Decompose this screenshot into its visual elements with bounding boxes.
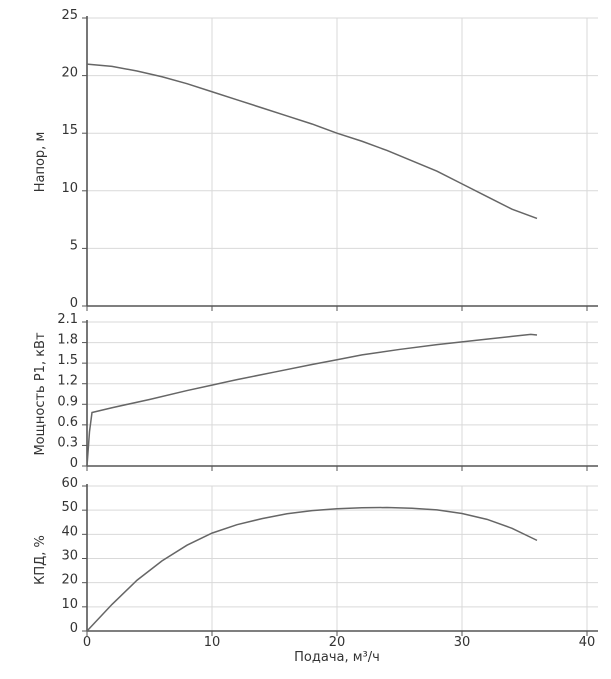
efficiency-ytick-label: 10 [61,597,78,612]
power-chart-panel: 0 0.3 0.6 0.9 1.2 1.5 1.8 2.1 Мощность P1, кВт [33,312,598,471]
efficiency-xtick-label: 0 [83,635,91,650]
power-ytick-label: 0.3 [57,435,78,450]
efficiency-ytick-label: 30 [61,549,78,564]
x-axis-label: Подача, м³/ч [294,650,380,665]
efficiency-chart-panel: 0 10 20 30 40 50 60 0 10 20 30 40 КПД, % Подача, м³/ч [33,476,598,665]
efficiency-curve [86,506,538,632]
head-ytick-label: 10 [61,181,78,196]
efficiency-ytick-label: 40 [61,524,78,539]
head-ytick-label: 0 [70,296,78,311]
efficiency-y-axis-label: КПД, % [33,535,48,585]
power-ytick-label: 1.8 [57,333,78,348]
head-ytick-label: 25 [61,8,78,23]
efficiency-xtick-label: 10 [204,635,221,650]
efficiency-xtick-label: 40 [579,635,596,650]
head-y-axis-label: Напор, м [33,132,48,193]
power-ytick-label: 0.6 [57,415,78,430]
power-ytick-label: 0 [70,456,78,471]
efficiency-ytick-label: 0 [70,621,78,636]
power-ytick-label: 1.2 [57,374,78,389]
efficiency-ytick-label: 60 [61,476,78,491]
efficiency-ytick-label: 50 [61,500,78,515]
power-curve [86,333,538,467]
head-ytick-label: 5 [70,238,78,253]
head-ytick-label: 20 [61,66,78,81]
efficiency-xtick-label: 30 [454,635,471,650]
power-y-axis-label: Мощность P1, кВт [33,332,48,456]
head-curve [86,63,538,220]
power-ytick-label: 2.1 [57,312,78,327]
head-chart-panel: 0 5 10 15 20 25 Напор, м [33,8,598,311]
head-ytick-label: 15 [61,123,78,138]
power-ytick-label: 0.9 [57,394,78,409]
efficiency-xtick-label: 20 [329,635,346,650]
power-ytick-label: 1.5 [57,353,78,368]
efficiency-ytick-label: 20 [61,573,78,588]
